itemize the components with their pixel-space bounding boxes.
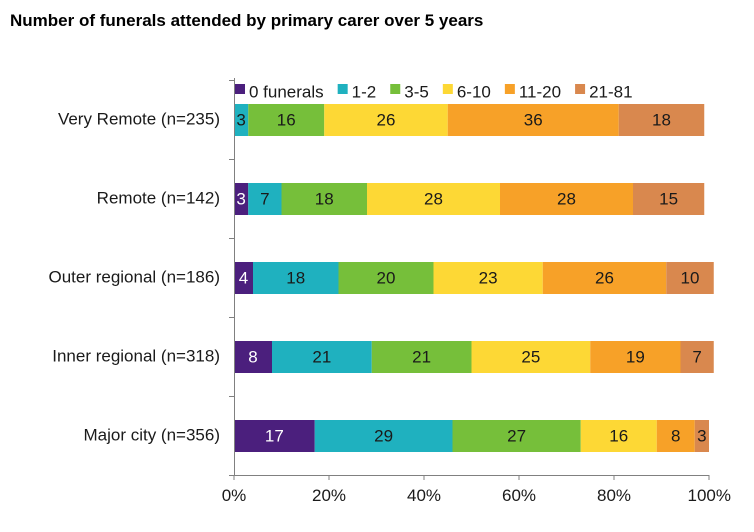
x-tick-label: 40% — [407, 486, 441, 505]
x-tick-label: 60% — [502, 486, 536, 505]
data-label-11-20: 19 — [626, 347, 645, 366]
data-label-0-funerals: 8 — [248, 347, 257, 366]
data-label-0-funerals: 3 — [236, 189, 245, 208]
data-label-3-5: 18 — [315, 189, 334, 208]
bar-segment-21-81 — [680, 341, 714, 373]
bar-segment-6-10 — [324, 104, 448, 136]
legend-label-1-2: 1-2 — [352, 82, 377, 101]
plot-area: Very Remote (n=235) 3 16 26 36 18 Remote (n=14… — [48, 104, 714, 452]
bar-segment-3-5 — [452, 420, 581, 452]
data-label-6-10: 16 — [609, 426, 628, 445]
data-label-1-2: 18 — [286, 268, 305, 287]
bar-segment-21-81 — [633, 183, 705, 215]
data-label-3-5: 16 — [277, 110, 296, 129]
data-label-6-10: 28 — [424, 189, 443, 208]
data-label-11-20: 28 — [557, 189, 576, 208]
data-label-1-2: 21 — [312, 347, 331, 366]
data-label-21-81: 10 — [681, 268, 700, 287]
bar-segment-1-2 — [314, 420, 453, 452]
category-label: Very Remote (n=235) — [58, 109, 220, 128]
x-tick-label: 80% — [597, 486, 631, 505]
chart-title: Number of funerals attended by primary c… — [10, 11, 483, 30]
legend-label-6-10: 6-10 — [457, 82, 491, 101]
x-tick-label: 0% — [222, 486, 247, 505]
legend-swatch-6-10 — [442, 84, 453, 94]
bar-segment-21-81 — [694, 420, 709, 452]
bar-segment-3-5 — [281, 183, 367, 215]
data-label-3-5: 27 — [507, 426, 526, 445]
bar-segment-6-10 — [580, 420, 657, 452]
data-label-0-funerals: 4 — [239, 268, 248, 287]
bar-segment-0-funerals — [234, 183, 249, 215]
legend-label-11-20: 11-20 — [519, 82, 561, 101]
bar-segment-21-81 — [666, 262, 714, 294]
bar-segment-11-20 — [590, 341, 681, 373]
data-label-21-81: 18 — [652, 110, 671, 129]
legend-label-0-funerals: 0 funerals — [249, 82, 324, 101]
bar-segment-1-2 — [253, 262, 339, 294]
bar-segment-21-81 — [618, 104, 705, 136]
data-label-3-5: 20 — [377, 268, 396, 287]
bar-segment-6-10 — [433, 262, 543, 294]
legend-label-3-5: 3-5 — [404, 82, 429, 101]
axes: 0% 20% 40% 60% 80% 100% — [222, 78, 731, 505]
legend-swatch-3-5 — [390, 84, 401, 94]
bar-segment-1-2 — [234, 104, 249, 136]
category-label: Remote (n=142) — [97, 188, 220, 207]
legend-swatch-21-81 — [575, 84, 586, 94]
data-label-11-20: 36 — [524, 110, 543, 129]
bar-segment-11-20 — [500, 183, 633, 215]
bar-segment-6-10 — [471, 341, 591, 373]
data-label-21-81: 15 — [659, 189, 678, 208]
data-label-1-2: 29 — [374, 426, 393, 445]
data-label-1-2: 3 — [236, 110, 245, 129]
x-tick-label: 100% — [688, 486, 731, 505]
x-tick-label: 20% — [312, 486, 346, 505]
category-label: Outer regional (n=186) — [48, 267, 220, 286]
bar-segment-11-20 — [447, 104, 619, 136]
legend: 0 funerals 1-2 3-5 6-10 11-20 21-81 — [235, 82, 633, 101]
data-label-1-2: 7 — [260, 189, 269, 208]
legend-swatch-11-20 — [504, 84, 515, 94]
bar-segment-1-2 — [248, 183, 282, 215]
bar-segment-1-2 — [272, 341, 372, 373]
bar-segment-0-funerals — [234, 341, 272, 373]
bar-segment-3-5 — [371, 341, 472, 373]
bar-segment-11-20 — [656, 420, 695, 452]
legend-swatch-0-funerals — [235, 84, 245, 94]
data-label-3-5: 21 — [412, 347, 431, 366]
data-label-6-10: 23 — [479, 268, 498, 287]
data-label-21-81: 3 — [697, 426, 706, 445]
bar-segment-11-20 — [542, 262, 667, 294]
category-label: Inner regional (n=318) — [52, 346, 220, 365]
bar-segment-3-5 — [338, 262, 434, 294]
bar-segment-0-funerals — [234, 420, 315, 452]
data-label-11-20: 8 — [671, 426, 680, 445]
bar-segment-6-10 — [367, 183, 500, 215]
data-label-11-20: 26 — [595, 268, 614, 287]
data-label-6-10: 26 — [377, 110, 396, 129]
data-label-21-81: 7 — [692, 347, 701, 366]
legend-label-21-81: 21-81 — [589, 82, 632, 101]
data-label-6-10: 25 — [521, 347, 540, 366]
bar-segment-0-funerals — [234, 262, 253, 294]
data-label-0-funerals: 17 — [265, 426, 284, 445]
category-label: Major city (n=356) — [83, 425, 220, 444]
bar-segment-3-5 — [248, 104, 325, 136]
legend-swatch-1-2 — [337, 84, 348, 94]
